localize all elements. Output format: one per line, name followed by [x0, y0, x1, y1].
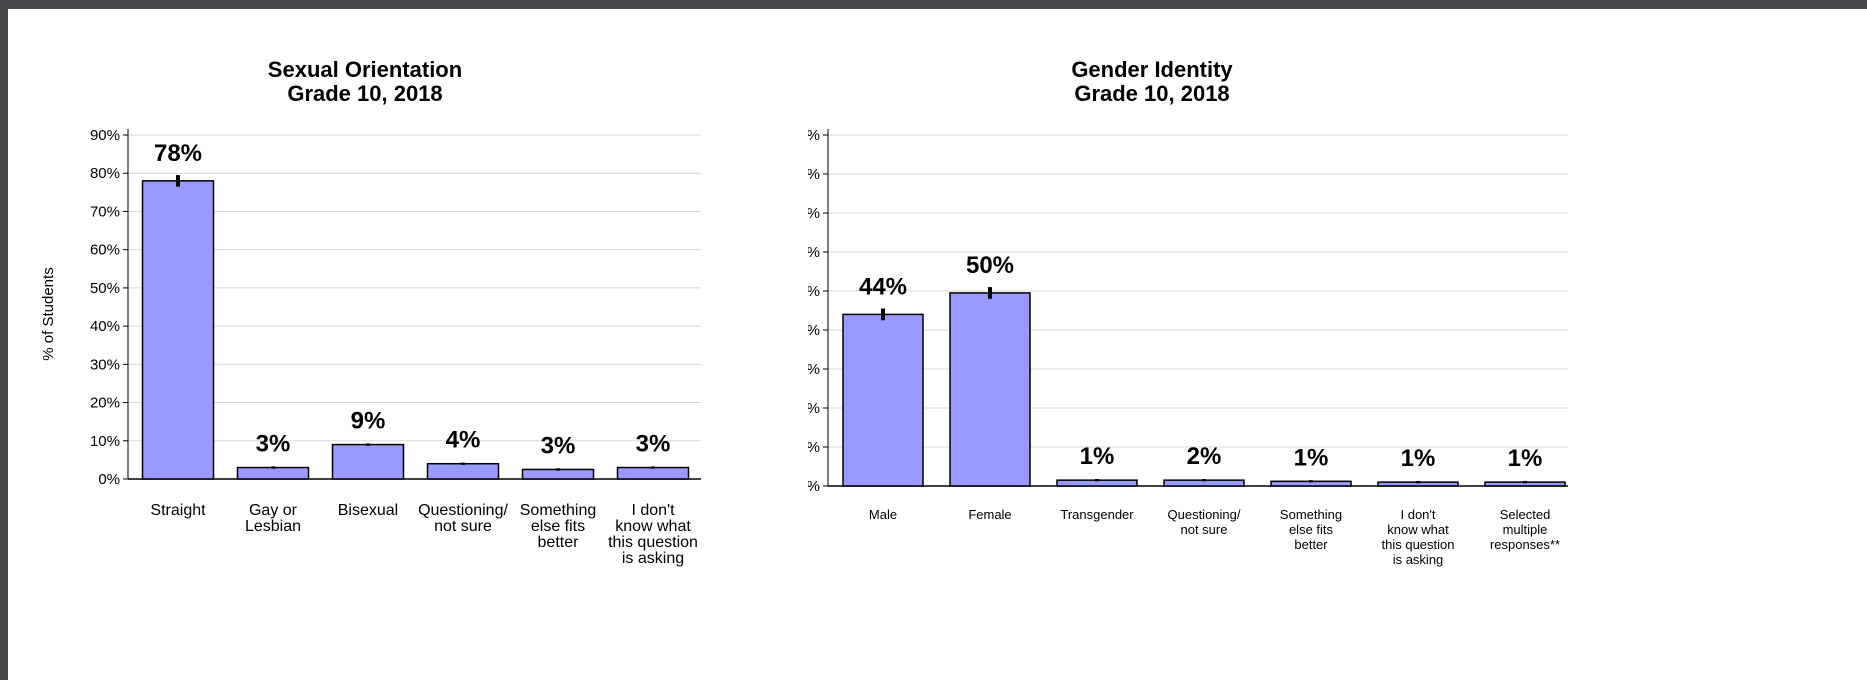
category-label-line: Something: [520, 502, 597, 519]
y-tick-label: 90%: [90, 127, 120, 144]
category-label: Male: [869, 507, 897, 522]
category-label-line: Questioning/: [1168, 507, 1241, 522]
data-label: 1%: [1508, 445, 1543, 472]
category-label: Transgender: [1060, 507, 1134, 522]
bar: [842, 313, 924, 487]
bar: [141, 180, 215, 480]
category-label: Questioning/not sure: [1168, 507, 1241, 537]
data-label: 3%: [541, 432, 576, 459]
bar: [949, 292, 1031, 487]
category-label-line: Bisexual: [338, 502, 398, 519]
y-tick-label: 0%: [98, 471, 120, 488]
category-label-line: Gay or: [249, 502, 298, 519]
category-label: Selected multiple responses**: [1490, 507, 1560, 552]
y-tick-label: 60%: [90, 242, 120, 259]
data-label: 1%: [1401, 445, 1436, 472]
y-tick-label: 60%: [808, 244, 820, 261]
category-label-line: Selected: [1500, 507, 1551, 522]
category-label-line: Male: [869, 507, 897, 522]
y-tick-label: 30%: [808, 361, 820, 378]
category-label-line: I don't: [631, 502, 675, 519]
y-tick-label: 10%: [90, 433, 120, 450]
y-tick-label: 20%: [90, 395, 120, 412]
y-tick-label: 50%: [90, 280, 120, 297]
category-label-line: responses**: [1490, 537, 1560, 552]
category-label-line: Questioning/: [418, 502, 508, 519]
y-axis-label: % of Students: [40, 267, 57, 360]
category-label-line: this question: [608, 534, 698, 551]
category-label: Something else fits better: [520, 502, 597, 551]
category-label-line: better: [1294, 537, 1328, 552]
category-label: Something else fits better: [1280, 507, 1342, 552]
chart-title: Sexual Orientation: [268, 57, 462, 82]
data-label: 4%: [446, 427, 481, 454]
data-label: 3%: [636, 431, 671, 458]
chart-subtitle: Grade 10, 2018: [287, 81, 442, 106]
category-label-line: Straight: [150, 502, 206, 519]
category-label-line: Female: [968, 507, 1011, 522]
category-label-line: I don't: [1400, 507, 1435, 522]
y-tick-label: 10%: [808, 439, 820, 456]
y-tick-label: 90%: [808, 127, 820, 144]
category-label: Female: [968, 507, 1011, 522]
y-tick-label: 80%: [808, 166, 820, 183]
bar: [426, 462, 500, 480]
category-label: I don't know what this question is asking: [608, 502, 698, 567]
bar: [331, 443, 405, 480]
data-label: 1%: [1294, 444, 1329, 471]
y-tick-label: 20%: [808, 400, 820, 417]
data-label: 78%: [154, 140, 202, 167]
bar: [616, 466, 690, 480]
chart-title: Gender Identity: [1071, 57, 1233, 82]
category-label: Questioning/not sure: [418, 502, 508, 535]
category-label-line: else fits: [1289, 522, 1334, 537]
category-label-line: is asking: [622, 550, 684, 567]
y-tick-label: 70%: [90, 203, 120, 220]
category-label-line: Lesbian: [245, 518, 301, 535]
data-label: 50%: [966, 252, 1014, 279]
bar: [236, 466, 310, 480]
y-tick-label: 40%: [90, 318, 120, 335]
y-tick-label: 40%: [808, 322, 820, 339]
category-label-line: know what: [615, 518, 691, 535]
category-label-line: this question: [1382, 537, 1455, 552]
report-page: Sexual Orientation Grade 10, 2018% of Stu…: [8, 9, 1867, 680]
bar: [521, 468, 595, 480]
category-label-line: is asking: [1393, 552, 1444, 567]
data-label: 3%: [256, 431, 291, 458]
data-label: 9%: [351, 408, 386, 435]
category-label: Bisexual: [338, 502, 398, 519]
category-label-line: not sure: [434, 518, 492, 535]
data-label: 2%: [1187, 443, 1222, 470]
data-label: 1%: [1080, 443, 1115, 470]
category-label-line: Transgender: [1060, 507, 1134, 522]
category-label: Gay or Lesbian: [245, 502, 301, 535]
chart-subtitle: Grade 10, 2018: [1074, 81, 1229, 106]
category-label-line: multiple: [1503, 522, 1548, 537]
y-tick-label: 80%: [90, 165, 120, 182]
category-label-line: better: [538, 534, 580, 551]
category-label-line: not sure: [1181, 522, 1228, 537]
category-label: I don't know what this question is asking: [1382, 507, 1455, 567]
category-label-line: Something: [1280, 507, 1342, 522]
category-label-line: else fits: [531, 518, 585, 535]
category-label: Straight: [150, 502, 206, 519]
y-tick-label: 30%: [90, 356, 120, 373]
y-tick-label: 0%: [808, 478, 820, 495]
data-label: 44%: [859, 273, 907, 300]
y-tick-label: 70%: [808, 205, 820, 222]
y-tick-label: 50%: [808, 283, 820, 300]
category-label-line: know what: [1387, 522, 1449, 537]
